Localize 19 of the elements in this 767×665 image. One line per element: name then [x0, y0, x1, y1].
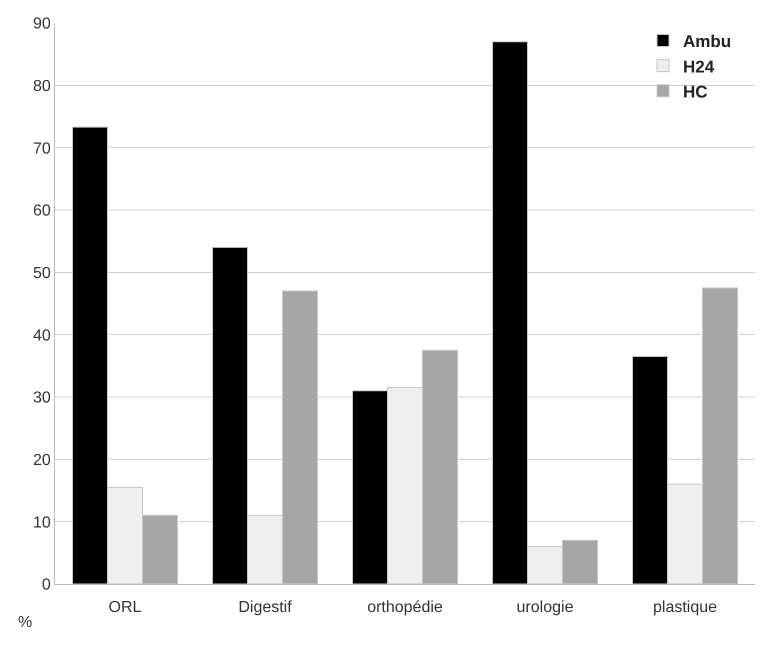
- y-tick-label: 90: [33, 16, 51, 33]
- legend-label: Ambu: [683, 32, 732, 52]
- x-tick-label: urologie: [516, 599, 574, 616]
- legend-label: H24: [683, 57, 715, 76]
- y-tick-label: 50: [33, 264, 51, 282]
- y-tick-label: 40: [33, 327, 51, 344]
- y-tick-label: 10: [33, 514, 51, 532]
- y-tick-label: 0: [42, 576, 51, 594]
- x-tick-label: orthopédie: [367, 599, 443, 616]
- y-tick-label: 70: [33, 140, 51, 158]
- y-axis-title: %: [18, 614, 32, 631]
- x-tick-label: plastique: [652, 599, 718, 616]
- y-tick-label: 80: [33, 78, 51, 95]
- y-tick-label: 30: [33, 390, 51, 407]
- y-tick-label: 20: [33, 452, 51, 469]
- x-tick-label: Digestif: [238, 599, 292, 616]
- x-tick-label: ORL: [108, 599, 142, 616]
- legend-label: HC: [683, 82, 708, 102]
- y-tick-label: 60: [33, 202, 51, 220]
